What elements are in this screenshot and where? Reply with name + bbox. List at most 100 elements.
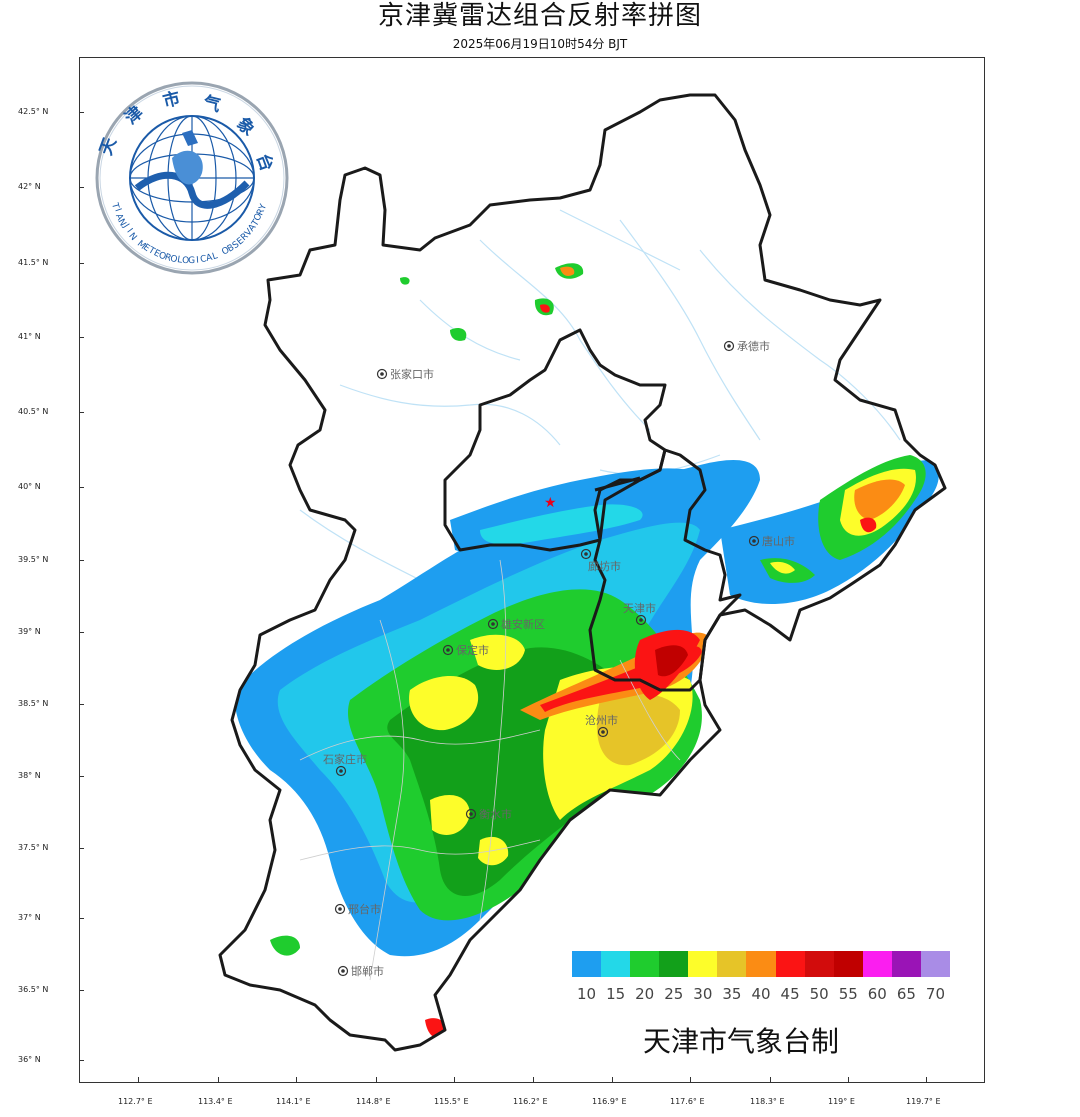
city-marker: 石家庄市 [323,752,367,777]
map-title: 京津冀雷达组合反射率拼图 [377,1,702,31]
latitude-label: 40.5° N [18,407,49,416]
legend-value: 35 [722,985,742,1003]
longitude-label: 117.6° E [670,1097,705,1106]
city-marker: 衡水市 [465,807,512,821]
color-legend [572,951,951,977]
city-label: 廊坊市 [588,559,621,573]
latitude-label: 41.5° N [18,258,49,267]
longitude-tick [926,1077,927,1082]
latitude-tick [79,337,84,338]
legend-swatch [630,951,660,977]
latitude-label: 42° N [18,182,41,191]
latitude-label: 37.5° N [18,843,49,852]
latitude-tick [79,112,84,113]
city-marker: 承德市 [723,339,770,353]
longitude-tick [138,1077,139,1082]
legend-value: 30 [693,985,713,1003]
latitude-label: 40° N [18,482,41,491]
city-marker: 沧州市 [585,713,618,738]
beijing-star-icon: ★ [544,495,557,511]
latitude-tick [79,704,84,705]
county-lines [299,559,681,981]
logo: 天津市 气象台 T I A NJ I N METEOROLOGICAL OBSERVATOR… [95,81,289,275]
longitude-tick [533,1077,534,1082]
longitude-label: 115.5° E [434,1097,469,1106]
map-timestamp: 2025年06月19日10时54分 BJT [452,37,628,51]
longitude-tick [218,1077,219,1082]
legend-value: 40 [751,985,771,1003]
longitude-label: 114.8° E [356,1097,391,1106]
longitude-tick [612,1077,613,1082]
longitude-tick [848,1077,849,1082]
latitude-label: 39° N [18,627,41,636]
legend-swatch [920,951,951,977]
city-marker: 邯郸市 [337,964,384,978]
legend-value: 50 [809,985,829,1003]
legend-value: 10 [576,985,597,1003]
latitude-tick [79,918,84,919]
tianjin-boundary [588,448,742,692]
legend-swatch [688,951,718,977]
legend-value: 15 [606,985,626,1003]
city-label: 沧州市 [585,713,618,727]
longitude-tick [376,1077,377,1082]
city-marker: 天津市 [623,601,656,626]
legend-value: 20 [635,985,655,1003]
longitude-tick [296,1077,297,1082]
city-label: 衡水市 [479,807,512,821]
latitude-tick [79,487,84,488]
credit-text: 天津市气象台制 [643,1025,840,1058]
latitude-tick [79,560,84,561]
latitude-label: 36° N [18,1055,41,1064]
latitude-tick [79,632,84,633]
latitude-tick [79,776,84,777]
city-marker: 雄安新区 [487,617,545,631]
latitude-tick [79,187,84,188]
latitude-tick [79,848,84,849]
logo-subtitle-text: T I A NJ I N METEOROLOGICAL OBSERVATORY [109,201,270,266]
longitude-label: 114.1° E [276,1097,311,1106]
latitude-label: 42.5° N [18,107,49,116]
city-marker: 保定市 [442,643,489,657]
city-marker: 唐山市 [748,534,795,548]
longitude-label: 118.3° E [750,1097,785,1106]
legend-swatch [601,951,631,977]
city-label: 唐山市 [762,534,795,548]
longitude-label: 113.4° E [198,1097,233,1106]
city-label: 邯郸市 [351,964,384,978]
city-label: 天津市 [623,601,656,615]
legend-labels: 10 15 20 25 30 35 40 45 50 55 60 65 70 [572,985,950,1003]
legend-value: 55 [838,985,858,1003]
city-label: 雄安新区 [501,617,545,631]
legend-swatch [717,951,747,977]
legend-swatch [746,951,776,977]
city-marker: 邢台市 [334,902,381,916]
city-label: 石家庄市 [323,752,367,766]
beijing-boundary [443,328,667,552]
legend-value: 70 [925,985,946,1003]
legend-value: 65 [896,985,916,1003]
latitude-label: 39.5° N [18,555,49,564]
longitude-tick [454,1077,455,1082]
legend-swatch [891,951,921,977]
latitude-tick [79,990,84,991]
latitude-label: 36.5° N [18,985,49,994]
longitude-label: 119.7° E [906,1097,941,1106]
latitude-label: 38.5° N [18,699,49,708]
longitude-tick [770,1077,771,1082]
city-marker: 张家口市 [376,367,434,381]
legend-value: 60 [867,985,887,1003]
city-label: 承德市 [737,339,770,353]
longitude-label: 116.2° E [513,1097,548,1106]
longitude-label: 116.9° E [592,1097,627,1106]
latitude-label: 41° N [18,332,41,341]
beijing-tianjin-border [594,476,641,492]
legend-swatch [659,951,689,977]
city-marker: 廊坊市 [580,548,621,573]
longitude-tick [690,1077,691,1082]
latitude-tick [79,263,84,264]
legend-swatch [833,951,863,977]
latitude-label: 38° N [18,771,41,780]
